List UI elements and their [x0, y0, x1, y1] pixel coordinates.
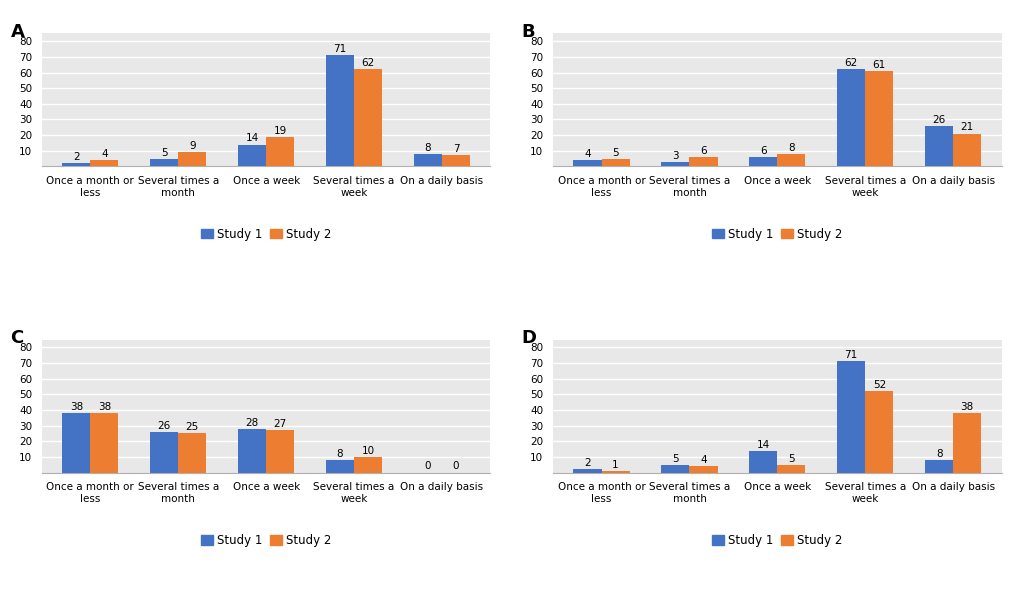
Bar [266, 137, 294, 167]
Text: 2: 2 [584, 458, 591, 469]
Text: 38: 38 [69, 402, 83, 412]
Bar [689, 466, 718, 473]
Text: 21: 21 [961, 122, 974, 133]
Text: 52: 52 [873, 380, 886, 390]
Bar [150, 159, 179, 167]
Text: 5: 5 [672, 454, 679, 464]
Legend: Study 1, Study 2: Study 1, Study 2 [708, 223, 847, 245]
Text: 4: 4 [584, 149, 591, 159]
Text: 62: 62 [361, 59, 375, 68]
Text: 8: 8 [788, 143, 794, 153]
Bar [749, 451, 777, 473]
Text: 6: 6 [700, 146, 707, 156]
Bar [662, 464, 689, 473]
Bar [326, 56, 354, 167]
Bar [238, 429, 266, 473]
Bar [150, 432, 179, 473]
Bar [925, 460, 954, 473]
Text: 9: 9 [189, 141, 196, 151]
Bar [601, 159, 630, 167]
Legend: Study 1, Study 2: Study 1, Study 2 [196, 223, 336, 245]
Bar [954, 134, 981, 167]
Bar [865, 71, 893, 167]
Bar [62, 413, 91, 473]
Text: 0: 0 [425, 461, 431, 472]
Text: B: B [522, 23, 535, 41]
Bar [925, 126, 954, 167]
Bar [954, 413, 981, 473]
Text: 14: 14 [245, 134, 258, 143]
Text: 26: 26 [157, 421, 171, 431]
Text: 71: 71 [844, 350, 858, 361]
Text: 3: 3 [672, 150, 679, 161]
Text: 6: 6 [760, 146, 767, 156]
Text: 5: 5 [161, 147, 167, 158]
Bar [62, 164, 91, 167]
Legend: Study 1, Study 2: Study 1, Study 2 [708, 529, 847, 552]
Text: 5: 5 [613, 147, 619, 158]
Bar [326, 460, 354, 473]
Bar [837, 361, 865, 473]
Text: 4: 4 [101, 149, 108, 159]
Bar [777, 154, 806, 167]
Text: 14: 14 [757, 439, 770, 450]
Text: 62: 62 [844, 59, 858, 68]
Text: 27: 27 [274, 419, 287, 429]
Text: A: A [10, 23, 25, 41]
Bar [266, 430, 294, 473]
Text: 38: 38 [961, 402, 974, 412]
Text: 1: 1 [613, 460, 619, 470]
Bar [777, 464, 806, 473]
Text: D: D [522, 329, 537, 347]
Bar [837, 69, 865, 167]
Bar [179, 433, 206, 473]
Text: 5: 5 [788, 454, 794, 464]
Text: 8: 8 [425, 143, 431, 153]
Text: 7: 7 [452, 144, 459, 155]
Text: 61: 61 [873, 60, 886, 70]
Bar [354, 69, 382, 167]
Text: 10: 10 [361, 446, 375, 456]
Text: 0: 0 [452, 461, 459, 472]
Bar [689, 157, 718, 167]
Text: 19: 19 [274, 125, 287, 136]
Bar [574, 469, 601, 473]
Text: C: C [10, 329, 23, 347]
Text: 26: 26 [932, 115, 945, 125]
Text: 2: 2 [72, 152, 80, 162]
Text: 8: 8 [936, 449, 942, 459]
Text: 25: 25 [186, 422, 199, 432]
Text: 8: 8 [337, 449, 343, 459]
Legend: Study 1, Study 2: Study 1, Study 2 [196, 529, 336, 552]
Bar [179, 152, 206, 167]
Bar [749, 157, 777, 167]
Bar [574, 160, 601, 167]
Text: 38: 38 [98, 402, 111, 412]
Bar [442, 155, 470, 167]
Bar [354, 457, 382, 473]
Bar [601, 471, 630, 473]
Bar [91, 160, 118, 167]
Text: 28: 28 [245, 418, 258, 427]
Bar [865, 391, 893, 473]
Bar [238, 144, 266, 167]
Bar [91, 413, 118, 473]
Bar [662, 162, 689, 167]
Bar [414, 154, 442, 167]
Text: 4: 4 [700, 456, 707, 465]
Text: 71: 71 [334, 44, 346, 54]
